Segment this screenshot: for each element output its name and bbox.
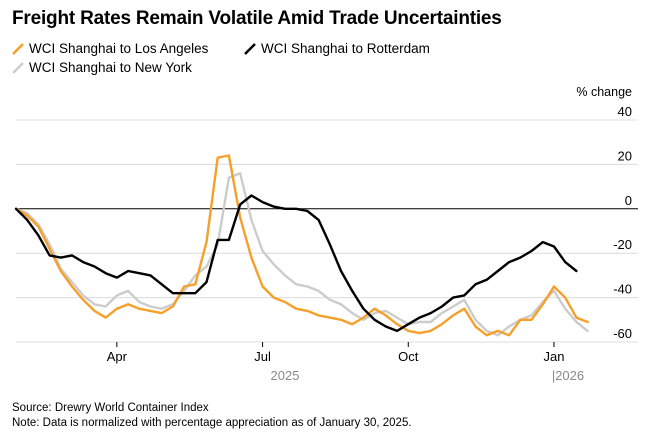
year-label: 2025 [271, 368, 300, 383]
series-lines [14, 154, 589, 337]
year-label: |2026 [552, 368, 584, 383]
series-line-wci-shanghai-to-los-angeles [14, 154, 589, 337]
series-line-wci-shanghai-to-rotterdam [14, 194, 578, 333]
y-tick-label: -40 [613, 282, 632, 297]
y-tick-label: -20 [613, 237, 632, 252]
x-tick-label: Oct [398, 349, 419, 364]
y-tick-label: 0 [625, 193, 632, 208]
gridlines [16, 119, 638, 343]
chart-title: Freight Rates Remain Volatile Amid Trade… [12, 8, 502, 29]
y-tick-label: 20 [618, 148, 632, 163]
legend-key-new-york-icon [12, 62, 24, 75]
legend-key-rotterdam-icon [244, 43, 256, 56]
legend-label-los-angeles: WCI Shanghai to Los Angeles [29, 41, 209, 56]
legend-label-rotterdam: WCI Shanghai to Rotterdam [261, 41, 430, 56]
y-axis-label: % change [576, 85, 632, 99]
legend-key-los-angeles-icon [12, 43, 24, 56]
data-note: Note: Data is normalized with percentage… [12, 417, 412, 429]
legend-label-new-york: WCI Shanghai to New York [29, 60, 192, 75]
legend-item-new-york: WCI Shanghai to New York [12, 60, 192, 75]
y-axis-ticks: 40 20 0 -20 -40 -60 [613, 104, 632, 341]
x-tick-label: Jan [543, 349, 564, 364]
y-tick-label: -60 [613, 326, 632, 341]
legend-item-los-angeles: WCI Shanghai to Los Angeles [12, 41, 208, 56]
x-tick-label: Apr [107, 349, 128, 364]
x-axis-ticks: Apr Jul Oct Jan 2025 |2026 [107, 342, 584, 383]
x-tick-label: Jul [254, 349, 271, 364]
source-note: Source: Drewry World Container Index [12, 402, 209, 414]
legend-item-rotterdam: WCI Shanghai to Rotterdam [244, 41, 430, 56]
y-tick-label: 40 [618, 104, 632, 119]
